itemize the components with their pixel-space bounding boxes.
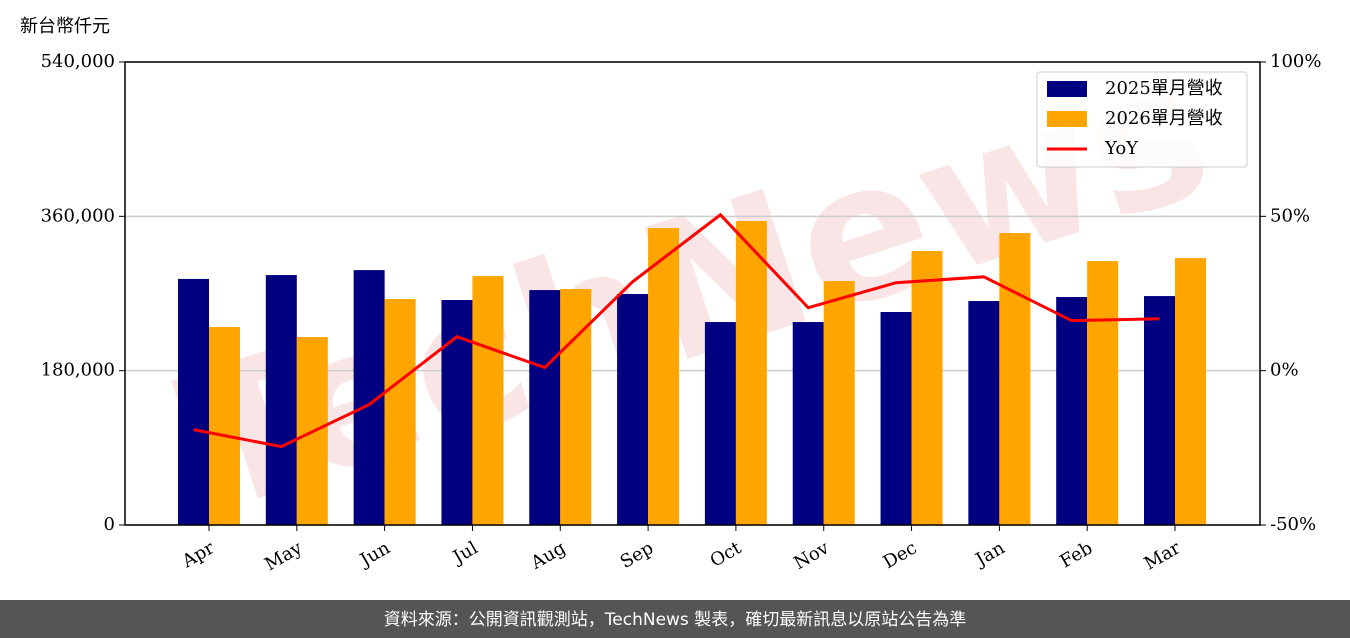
footer: 資料來源：公開資訊觀測站，TechNews 製表，確切最新訊息以原站公告為準 xyxy=(384,610,966,630)
bar xyxy=(880,312,912,525)
bar xyxy=(617,294,649,525)
bar xyxy=(823,281,855,525)
x-tick-label: Dec xyxy=(880,537,921,573)
bar xyxy=(441,300,473,525)
bar xyxy=(792,322,824,525)
bar xyxy=(560,289,592,525)
y2-tick-label: -50% xyxy=(1270,514,1316,535)
x-tick-label: Jan xyxy=(971,537,1009,571)
y-tick-label: 360,000 xyxy=(41,205,115,226)
bar xyxy=(1056,297,1088,525)
bar xyxy=(472,276,504,525)
x-tick-label: Sep xyxy=(617,537,657,572)
x-tick-label: May xyxy=(261,537,306,575)
x-tick-label: Feb xyxy=(1057,537,1097,572)
bar xyxy=(1087,261,1119,525)
bar xyxy=(1144,296,1175,525)
x-tick-label: Jul xyxy=(448,537,482,569)
x-tick-label: Aug xyxy=(527,537,570,574)
bar xyxy=(704,322,736,525)
bar xyxy=(735,221,767,525)
y-axis-label: 新台幣仟元 xyxy=(20,16,110,37)
y2-tick-label: 50% xyxy=(1270,205,1310,226)
bar xyxy=(384,299,416,525)
legend-label: 2026單月營收 xyxy=(1105,108,1223,129)
bar xyxy=(999,233,1031,525)
bar xyxy=(529,290,561,525)
x-tick-label: Oct xyxy=(707,537,746,572)
x-tick-label: Mar xyxy=(1141,537,1185,574)
plot-frame xyxy=(124,61,1261,526)
footer-bar xyxy=(0,600,1350,638)
bar xyxy=(911,251,943,525)
bar xyxy=(209,327,240,525)
bar xyxy=(265,275,297,525)
legend-label: 2025單月營收 xyxy=(1105,78,1223,99)
y-tick-label: 180,000 xyxy=(41,360,115,381)
y-tick-label: 540,000 xyxy=(41,51,115,72)
legend-swatch xyxy=(1047,111,1087,127)
bar xyxy=(178,278,209,525)
bar xyxy=(968,301,1000,525)
legend-swatch xyxy=(1047,81,1087,97)
x-tick-label: Nov xyxy=(790,537,833,574)
bar xyxy=(648,228,680,525)
x-tick-label: Jun xyxy=(355,537,394,572)
legend-box xyxy=(1036,71,1248,168)
bar xyxy=(1175,258,1206,525)
y-tick-label: 0 xyxy=(104,514,115,535)
y2-tick-label: 100% xyxy=(1270,51,1321,72)
line xyxy=(193,212,1160,449)
x-tick-label: Apr xyxy=(178,537,218,572)
y2-tick-label: 0% xyxy=(1270,360,1299,381)
legend-label: YoY xyxy=(1104,138,1139,159)
